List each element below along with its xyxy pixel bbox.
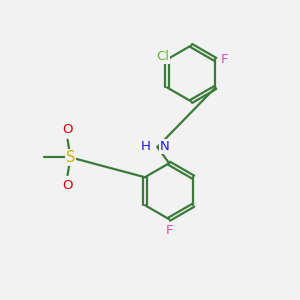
Text: S: S — [66, 150, 75, 165]
Text: F: F — [165, 224, 173, 237]
Text: H: H — [141, 140, 151, 153]
Text: Cl: Cl — [156, 50, 169, 63]
Text: N: N — [160, 140, 170, 153]
Text: O: O — [62, 178, 73, 192]
Text: O: O — [62, 123, 73, 136]
Text: F: F — [221, 53, 228, 66]
